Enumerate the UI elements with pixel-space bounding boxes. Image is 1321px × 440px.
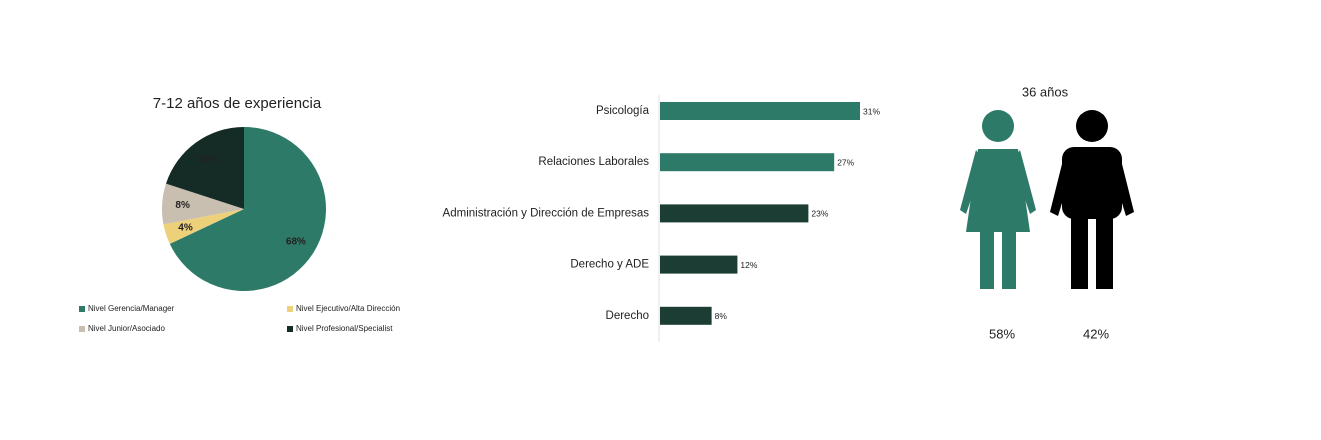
- legend-label: Nivel Junior/Asociado: [88, 324, 165, 333]
- legend-swatch: [287, 306, 293, 312]
- bar: [660, 204, 809, 223]
- category-label: Psicología: [596, 105, 650, 117]
- bar-value-label: 12%: [740, 260, 757, 270]
- legend-swatch: [287, 326, 293, 332]
- category-label: Relaciones Laborales: [538, 156, 649, 168]
- pie-slice: [169, 127, 327, 291]
- category-label: Administración y Dirección de Empresas: [443, 207, 650, 219]
- pie-title: 7-12 años de experiencia: [153, 95, 322, 112]
- slice-label: 68%: [286, 237, 306, 248]
- bar: [660, 255, 738, 274]
- pictogram-value-label: 42%: [1083, 326, 1109, 341]
- female-icon: [960, 110, 1036, 289]
- pictogram-value-label: 58%: [989, 326, 1015, 341]
- legend-label: Nivel Ejecutivo/Alta Dirección: [296, 304, 400, 313]
- bar-value-label: 27%: [837, 157, 854, 167]
- slice-label: 4%: [178, 223, 193, 234]
- legend-swatch: [79, 326, 85, 332]
- bar: [660, 102, 860, 120]
- pie-slice: [162, 183, 244, 225]
- pie-slice: [166, 127, 244, 209]
- category-label: Derecho y ADE: [570, 259, 649, 271]
- bar-value-label: 8%: [715, 311, 728, 321]
- male-icon: [1050, 110, 1134, 289]
- bar-value-label: 31%: [863, 106, 880, 116]
- pictogram-title: 36 años: [1022, 84, 1069, 99]
- bar: [660, 153, 835, 172]
- bar-value-label: 23%: [811, 209, 828, 219]
- category-label: Derecho: [606, 310, 649, 322]
- legend-label: Nivel Profesional/Specialist: [296, 324, 393, 333]
- legend-label: Nivel Gerencia/Manager: [88, 304, 175, 313]
- slice-label: 8%: [175, 200, 190, 211]
- slice-label: 20%: [198, 154, 218, 165]
- legend-swatch: [79, 306, 85, 312]
- pie-slice: [163, 209, 244, 244]
- bar: [660, 306, 712, 325]
